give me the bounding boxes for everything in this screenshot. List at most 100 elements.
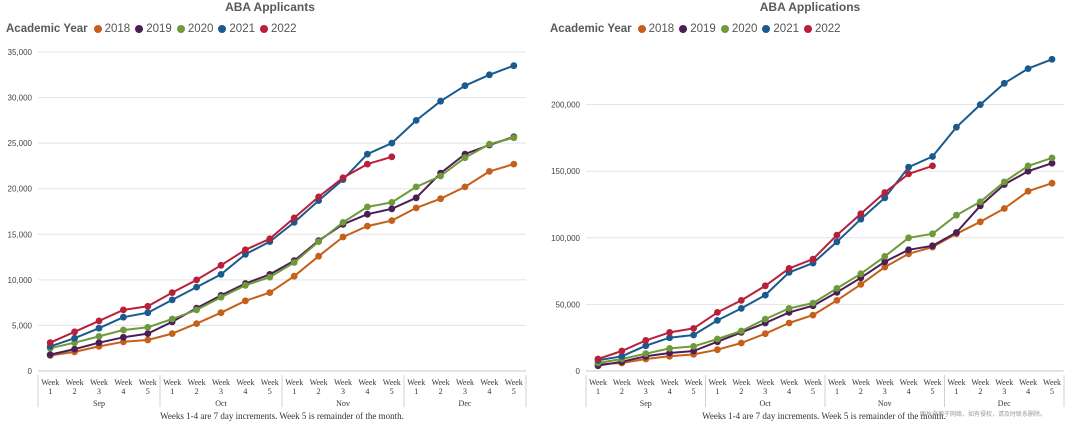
data-point-2020[interactable]	[364, 203, 371, 211]
data-point-2018[interactable]	[364, 222, 371, 230]
data-point-2020[interactable]	[953, 211, 960, 219]
data-point-2022[interactable]	[594, 355, 602, 363]
data-point-2020[interactable]	[881, 253, 889, 260]
data-point-2019[interactable]	[412, 194, 420, 202]
data-point-2018[interactable]	[1024, 187, 1032, 195]
data-point-2020[interactable]	[929, 230, 936, 238]
data-point-2020[interactable]	[1048, 154, 1056, 162]
data-point-2020[interactable]	[120, 326, 127, 334]
legend-item-2020[interactable]: 2020	[720, 23, 757, 35]
legend-item-2022[interactable]: 2022	[260, 23, 297, 35]
data-point-2018[interactable]	[388, 217, 396, 225]
data-point-2022[interactable]	[339, 174, 347, 182]
data-point-2019[interactable]	[1024, 167, 1032, 175]
data-point-2018[interactable]	[1048, 179, 1056, 187]
data-point-2018[interactable]	[437, 195, 444, 203]
data-point-2020[interactable]	[642, 350, 650, 358]
data-point-2020[interactable]	[1000, 178, 1008, 186]
data-point-2018[interactable]	[315, 252, 322, 260]
data-point-2022[interactable]	[761, 282, 769, 290]
data-point-2019[interactable]	[905, 246, 912, 254]
data-point-2020[interactable]	[95, 333, 103, 340]
data-point-2021[interactable]	[618, 352, 626, 360]
data-point-2022[interactable]	[315, 193, 322, 201]
legend-item-2021[interactable]: 2021	[762, 23, 799, 35]
data-point-2021[interactable]	[168, 296, 176, 304]
legend-item-2022[interactable]: 2022	[804, 23, 841, 35]
data-point-2018[interactable]	[881, 263, 889, 271]
data-point-2020[interactable]	[510, 134, 518, 142]
legend-item-2019[interactable]: 2019	[135, 23, 172, 35]
data-point-2020[interactable]	[809, 299, 817, 307]
data-point-2018[interactable]	[510, 160, 518, 168]
data-point-2022[interactable]	[785, 265, 793, 272]
data-point-2020[interactable]	[785, 305, 793, 312]
data-point-2020[interactable]	[412, 183, 420, 191]
data-point-2020[interactable]	[193, 306, 201, 314]
data-point-2018[interactable]	[144, 336, 152, 344]
data-point-2022[interactable]	[95, 317, 103, 325]
data-point-2018[interactable]	[290, 272, 298, 280]
data-point-2018[interactable]	[193, 320, 201, 327]
data-point-2022[interactable]	[217, 261, 225, 269]
data-point-2019[interactable]	[95, 339, 103, 347]
data-point-2018[interactable]	[785, 319, 793, 327]
data-point-2019[interactable]	[388, 205, 396, 213]
data-point-2018[interactable]	[857, 281, 865, 288]
data-point-2020[interactable]	[168, 315, 176, 323]
data-point-2021[interactable]	[388, 139, 396, 147]
data-point-2022[interactable]	[266, 235, 274, 243]
data-point-2022[interactable]	[242, 246, 249, 254]
data-point-2020[interactable]	[242, 281, 249, 289]
data-point-2021[interactable]	[976, 101, 984, 108]
data-point-2021[interactable]	[642, 342, 650, 350]
data-point-2021[interactable]	[714, 317, 721, 324]
data-point-2019[interactable]	[1048, 159, 1056, 167]
data-point-2022[interactable]	[905, 170, 912, 178]
data-point-2022[interactable]	[120, 306, 127, 314]
data-point-2020[interactable]	[217, 293, 225, 301]
data-point-2018[interactable]	[761, 330, 769, 338]
data-point-2022[interactable]	[857, 210, 865, 218]
data-point-2018[interactable]	[168, 330, 176, 337]
data-point-2019[interactable]	[46, 351, 54, 358]
data-point-2019[interactable]	[364, 210, 371, 218]
data-point-2021[interactable]	[437, 97, 444, 105]
legend-item-2020[interactable]: 2020	[176, 23, 213, 35]
data-point-2020[interactable]	[905, 234, 912, 242]
data-point-2021[interactable]	[929, 153, 936, 160]
data-point-2020[interactable]	[388, 199, 396, 206]
data-point-2020[interactable]	[690, 343, 697, 350]
data-point-2020[interactable]	[666, 345, 673, 352]
data-point-2020[interactable]	[857, 270, 865, 278]
data-point-2018[interactable]	[833, 297, 841, 304]
data-point-2019[interactable]	[120, 333, 127, 341]
data-point-2021[interactable]	[833, 238, 841, 246]
data-point-2018[interactable]	[976, 218, 984, 226]
data-point-2022[interactable]	[71, 328, 78, 336]
data-point-2022[interactable]	[388, 153, 396, 161]
data-point-2021[interactable]	[461, 82, 469, 90]
data-point-2021[interactable]	[510, 62, 518, 70]
data-point-2020[interactable]	[437, 172, 444, 180]
data-point-2018[interactable]	[714, 346, 721, 354]
data-point-2020[interactable]	[1024, 162, 1032, 170]
data-point-2021[interactable]	[690, 331, 697, 339]
data-point-2021[interactable]	[905, 163, 912, 171]
data-point-2022[interactable]	[618, 347, 626, 355]
data-point-2018[interactable]	[486, 168, 493, 175]
data-point-2018[interactable]	[809, 311, 817, 319]
data-point-2018[interactable]	[266, 289, 274, 296]
data-point-2021[interactable]	[486, 71, 493, 79]
data-point-2020[interactable]	[339, 219, 347, 226]
data-point-2021[interactable]	[666, 334, 673, 342]
data-point-2022[interactable]	[666, 329, 673, 336]
data-point-2020[interactable]	[144, 323, 152, 331]
data-point-2021[interactable]	[761, 291, 769, 299]
data-point-2018[interactable]	[1000, 205, 1008, 212]
data-point-2020[interactable]	[461, 154, 469, 162]
data-point-2021[interactable]	[881, 194, 889, 202]
data-point-2019[interactable]	[71, 345, 78, 353]
data-point-2022[interactable]	[690, 325, 697, 332]
data-point-2021[interactable]	[1000, 79, 1008, 87]
